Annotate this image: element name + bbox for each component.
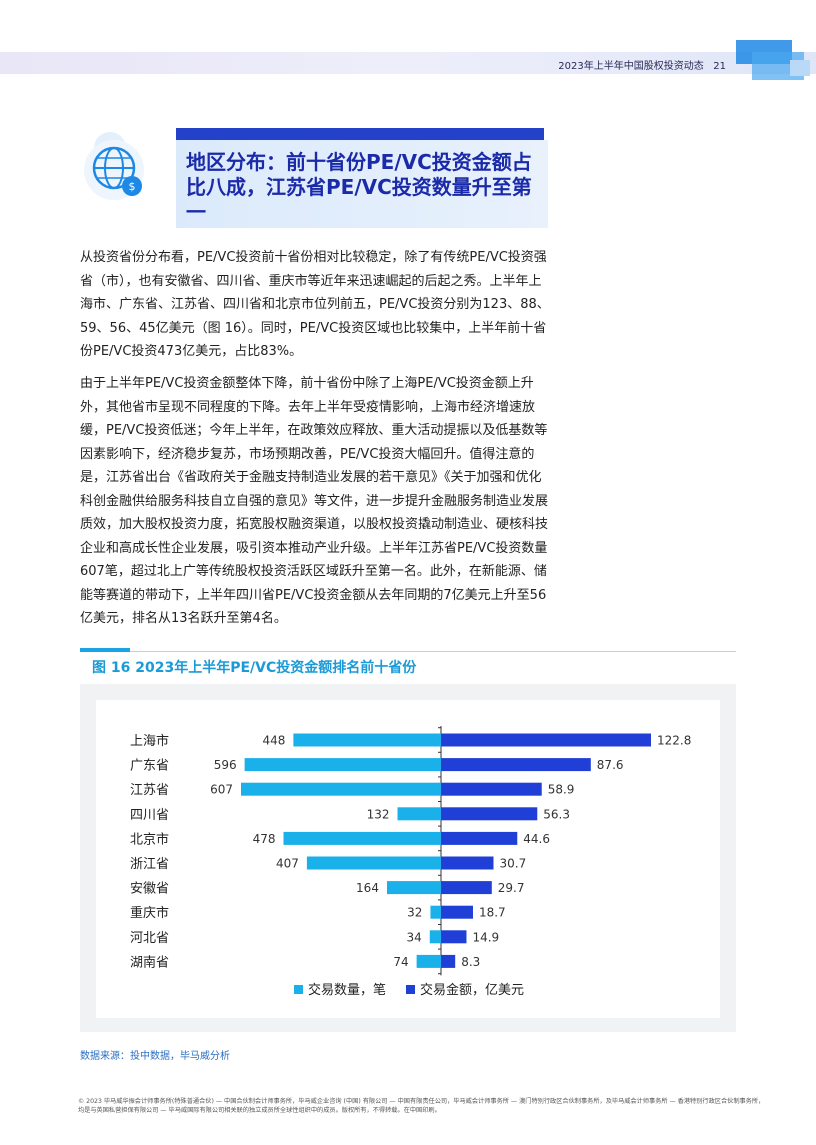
figure-divider: [80, 651, 736, 652]
amount-value-label: 8.3: [461, 955, 480, 969]
amount-bar: [441, 905, 473, 919]
amount-value-label: 56.3: [543, 807, 570, 821]
count-value-label: 407: [276, 857, 299, 871]
count-value-label: 596: [214, 758, 237, 772]
count-bar: [430, 905, 441, 919]
section-header-box: [176, 140, 548, 228]
svg-text:$: $: [129, 180, 136, 193]
count-bar: [244, 758, 441, 772]
category-label: 河北省: [130, 931, 169, 946]
legend-label-amount: 交易金额，亿美元: [420, 982, 524, 998]
body-paragraph: 从投资省份分布看，PE/VC投资前十省份相对比较稳定，除了有传统PE/VC投资强…: [80, 250, 550, 359]
count-value-label: 74: [393, 955, 408, 969]
figure-title: 图 16 2023年上半年PE/VC投资金额排名前十省份: [92, 660, 417, 676]
count-bar: [293, 733, 441, 747]
amount-value-label: 87.6: [597, 758, 624, 772]
count-bar: [306, 856, 441, 870]
amount-value-label: 58.9: [548, 783, 575, 797]
amount-bar: [441, 881, 492, 895]
amount-bar: [441, 930, 467, 944]
count-value-label: 164: [356, 881, 379, 895]
amount-bar: [441, 954, 456, 968]
amount-bar: [441, 807, 538, 821]
count-value-label: 448: [262, 734, 285, 748]
amount-value-label: 122.8: [657, 734, 691, 748]
legend-swatch-amount: [406, 985, 415, 994]
category-label: 湖南省: [130, 954, 169, 970]
section-header-strip: [176, 128, 544, 142]
count-bar: [283, 831, 441, 845]
amount-bar: [441, 758, 591, 772]
copyright-footer: © 2023 毕马威华振会计师事务所(特殊普通合伙) — 中国合伙制会计师事务所…: [78, 1098, 765, 1114]
count-bar: [397, 807, 441, 821]
count-value-label: 132: [367, 807, 390, 821]
amount-value-label: 44.6: [523, 832, 550, 846]
count-bar: [416, 954, 441, 968]
count-bar: [429, 930, 441, 944]
report-title: 2023年上半年中国股权投资动态 21: [558, 61, 726, 72]
amount-value-label: 29.7: [498, 881, 525, 895]
count-bar: [241, 782, 441, 796]
category-label: 浙江省: [130, 857, 169, 872]
section-title: 地区分布：前十省份PE/VC投资金额占比八成，江苏省PE/VC投资数量升至第一: [186, 150, 532, 224]
count-bar: [386, 881, 441, 895]
body-paragraph: 由于上半年PE/VC投资金额整体下降，前十省份中除了上海PE/VC投资金额上升外…: [80, 376, 549, 626]
count-value-label: 607: [210, 783, 233, 797]
category-label: 江苏省: [130, 782, 169, 798]
diverging-bar-chart: 上海市 448 122.8 广东省 596 87.6 江苏省 607 58.9 四川省 132 56.…: [130, 726, 691, 998]
page-number: 21: [713, 61, 726, 72]
amount-value-label: 30.7: [500, 857, 527, 871]
category-label: 上海市: [130, 733, 169, 749]
data-source: 数据来源：投中数据，毕马威分析: [80, 1051, 230, 1062]
header-decoration: [790, 60, 810, 76]
amount-bar: [441, 856, 494, 870]
category-label: 安徽省: [130, 882, 169, 897]
category-label: 重庆市: [130, 905, 169, 921]
legend-label-count: 交易数量，笔: [308, 982, 386, 998]
category-label: 北京市: [130, 831, 169, 847]
amount-bar: [441, 782, 542, 796]
amount-value-label: 18.7: [479, 906, 506, 920]
legend-swatch-count: [294, 985, 303, 994]
count-value-label: 34: [407, 930, 422, 944]
count-value-label: 478: [253, 832, 276, 846]
amount-bar: [441, 831, 518, 845]
amount-value-label: 14.9: [472, 930, 499, 944]
figure-divider-accent: [80, 648, 130, 652]
globe-icon: $: [84, 128, 164, 208]
count-value-label: 32: [407, 906, 422, 920]
category-label: 四川省: [130, 808, 169, 823]
category-label: 广东省: [130, 759, 169, 774]
header-band: [0, 52, 816, 74]
amount-bar: [441, 733, 651, 747]
